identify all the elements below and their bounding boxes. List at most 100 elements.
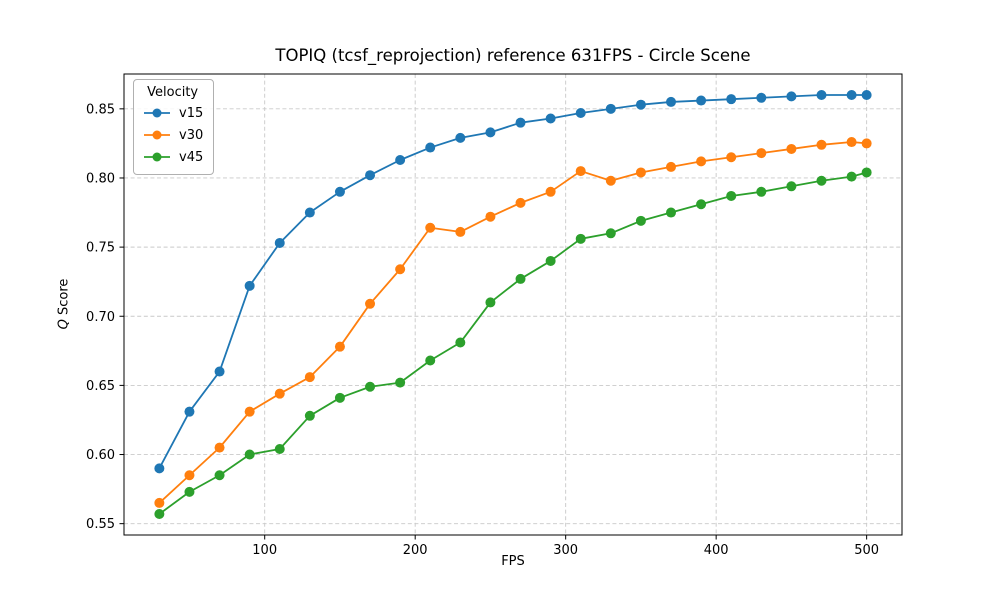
series-v15-marker xyxy=(515,117,526,128)
series-v30-marker xyxy=(425,222,436,233)
series-v45-marker xyxy=(696,199,707,210)
y-tick-label: 0.80 xyxy=(86,171,115,186)
series-v15-marker xyxy=(575,107,586,118)
series-v15-marker xyxy=(666,96,677,107)
y-tick-label: 0.65 xyxy=(86,379,115,394)
x-tick-label: 200 xyxy=(403,543,428,558)
legend-item-v15: v15 xyxy=(142,102,203,124)
series-v15-marker xyxy=(334,186,345,197)
legend-line-marker-icon xyxy=(144,130,170,140)
series-v15-marker xyxy=(696,95,707,106)
series-v30-marker xyxy=(756,148,767,159)
legend-label: v15 xyxy=(179,105,204,121)
series-v15-marker xyxy=(545,113,556,124)
series-v15-marker xyxy=(395,155,406,166)
series-v45-marker xyxy=(861,167,872,178)
series-v45-marker xyxy=(334,392,345,403)
series-v15-marker xyxy=(756,92,767,103)
y-axis-label: Q Score xyxy=(56,278,72,330)
series-v45-marker xyxy=(756,186,767,197)
series-v45-marker xyxy=(515,273,526,284)
y-tick-label: 0.70 xyxy=(86,310,115,325)
series-v30-marker xyxy=(575,166,586,177)
legend-line-marker-icon xyxy=(144,108,170,118)
series-v30-marker xyxy=(605,175,616,186)
series-v30-marker xyxy=(455,226,466,237)
series-v45-marker xyxy=(786,181,797,192)
x-axis-label: FPS xyxy=(501,554,525,569)
series-v30-marker xyxy=(334,341,345,352)
x-tick-label: 100 xyxy=(252,543,277,558)
series-v45-marker xyxy=(214,470,225,481)
series-v15-marker xyxy=(184,406,195,417)
series-v30-marker xyxy=(726,152,737,163)
series-v15-marker xyxy=(786,91,797,102)
legend-item-v45: v45 xyxy=(142,146,203,168)
series-v30-marker xyxy=(515,197,526,208)
series-v30-marker xyxy=(816,139,827,150)
series-v45-marker xyxy=(154,508,165,519)
series-v30-marker xyxy=(304,372,315,383)
legend: Velocity v15 v30 v45 xyxy=(133,79,215,175)
series-v15-marker xyxy=(816,90,827,101)
legend-label: v30 xyxy=(179,127,204,143)
series-v15-marker xyxy=(425,142,436,153)
series-v15-marker xyxy=(726,94,737,105)
series-v30-marker xyxy=(244,406,255,417)
series-v30-marker xyxy=(635,167,646,178)
series-v15-marker xyxy=(154,463,165,474)
series-v45-marker xyxy=(244,449,255,460)
series-v15-marker xyxy=(605,103,616,114)
series-v45-marker xyxy=(184,486,195,497)
series-v30-marker xyxy=(861,138,872,149)
series-v30-marker xyxy=(696,156,707,167)
x-tick-label: 500 xyxy=(854,543,879,558)
series-v45-marker xyxy=(455,337,466,348)
series-v15-marker xyxy=(274,237,285,248)
series-v30-marker xyxy=(485,211,496,222)
series-v45-marker xyxy=(485,297,496,308)
series-v15-marker xyxy=(846,90,857,101)
series-v45-marker xyxy=(365,381,376,392)
series-v45-marker xyxy=(666,207,677,218)
series-v15-marker xyxy=(635,99,646,110)
series-v45-marker xyxy=(395,377,406,388)
y-tick-label: 0.55 xyxy=(86,517,115,532)
series-v30-marker xyxy=(154,497,165,508)
series-v30-marker xyxy=(274,388,285,399)
series-v45-marker xyxy=(846,171,857,182)
axes-spines xyxy=(123,73,903,536)
series-v15-marker xyxy=(365,170,376,181)
series-v30-marker xyxy=(846,137,857,148)
y-tick-label: 0.85 xyxy=(86,102,115,117)
legend-line-marker-icon xyxy=(144,152,170,162)
series-v15-marker xyxy=(304,207,315,218)
series-v45-marker xyxy=(575,233,586,244)
series-v45-marker xyxy=(816,175,827,186)
chart-title: TOPIQ (tcsf_reprojection) reference 631F… xyxy=(275,46,751,65)
series-v45-marker xyxy=(635,215,646,226)
series-v30-marker xyxy=(184,470,195,481)
series-v15-marker xyxy=(861,90,872,101)
y-tick-label: 0.60 xyxy=(86,448,115,463)
series-v15-marker xyxy=(214,366,225,377)
series-v45-marker xyxy=(605,228,616,239)
series-v15-marker xyxy=(244,280,255,291)
series-v45-marker xyxy=(726,190,737,201)
legend-label: v45 xyxy=(179,149,204,165)
series-v30-marker xyxy=(666,161,677,172)
series-v30-marker xyxy=(214,442,225,453)
series-v30-marker xyxy=(545,186,556,197)
series-v30-marker xyxy=(395,264,406,275)
series-v30-marker xyxy=(786,143,797,154)
y-tick-label: 0.75 xyxy=(86,241,115,256)
series-v45-marker xyxy=(545,255,556,266)
series-v15-marker xyxy=(455,132,466,143)
x-tick-label: 300 xyxy=(553,543,578,558)
x-tick-label: 400 xyxy=(704,543,729,558)
legend-item-v30: v30 xyxy=(142,124,203,146)
legend-title: Velocity xyxy=(147,85,199,100)
series-v45-marker xyxy=(425,355,436,366)
series-v45-marker xyxy=(304,410,315,421)
